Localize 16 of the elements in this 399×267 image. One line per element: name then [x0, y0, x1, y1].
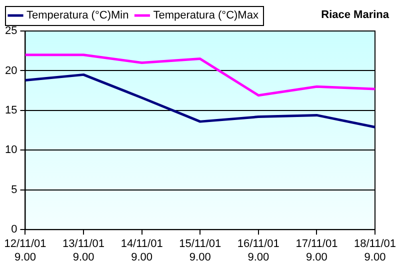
- y-tick-label: 5: [11, 184, 18, 196]
- x-tick-label: 16/11/01 9.00: [237, 238, 280, 264]
- legend-label: Temperatura (°C)Max: [153, 10, 259, 22]
- x-tick-label: 17/11/01 9.00: [296, 238, 338, 264]
- x-tick-label: 15/11/01 9.00: [179, 238, 222, 264]
- x-tick-label: 12/11/01 9.00: [4, 238, 46, 264]
- y-tick-label: 10: [4, 144, 18, 156]
- x-tick-label: 13/11/01 9.00: [62, 238, 105, 264]
- chart-title: Riace Marina: [321, 9, 389, 21]
- x-tick-label: 18/11/01 9.00: [354, 238, 396, 264]
- x-tick-label: 14/11/01 9.00: [120, 238, 163, 264]
- y-tick-label: 0: [11, 224, 18, 236]
- y-tick-label: 15: [4, 104, 18, 116]
- y-tick-label: 25: [4, 25, 18, 38]
- legend-label: Temperatura (°C)Min: [26, 10, 129, 22]
- y-tick-label: 20: [4, 64, 18, 77]
